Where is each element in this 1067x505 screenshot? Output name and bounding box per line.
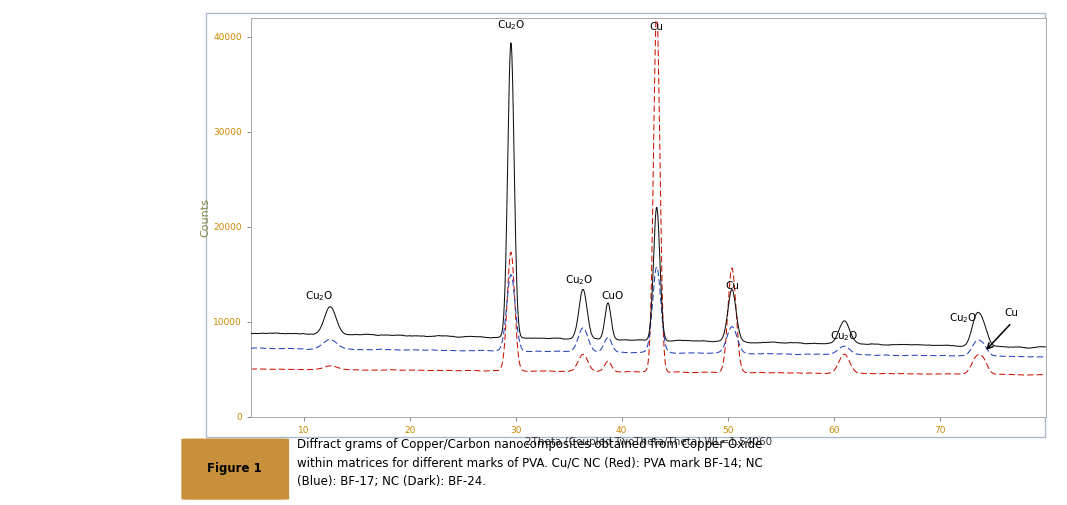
Text: CuO: CuO <box>601 291 623 301</box>
FancyBboxPatch shape <box>181 438 289 500</box>
Text: Cu$_2$O: Cu$_2$O <box>305 289 334 302</box>
Text: Cu$_2$O: Cu$_2$O <box>949 312 977 325</box>
X-axis label: 2Theta (Coupled TwoTheta/Theta) WL=1.54060: 2Theta (Coupled TwoTheta/Theta) WL=1.540… <box>525 437 771 447</box>
Text: Cu$_2$O: Cu$_2$O <box>830 329 859 342</box>
Text: Cu: Cu <box>1005 308 1019 318</box>
Text: Cu$_2$O: Cu$_2$O <box>497 18 525 32</box>
Text: Diffract grams of Copper/Carbon nanocomposites obtained from Copper Oxide
within: Diffract grams of Copper/Carbon nanocomp… <box>297 438 763 488</box>
FancyBboxPatch shape <box>206 13 1045 437</box>
Text: Figure 1: Figure 1 <box>207 462 262 475</box>
Y-axis label: Counts: Counts <box>201 198 210 236</box>
Text: Cu$_2$O: Cu$_2$O <box>566 274 593 287</box>
Text: Cu: Cu <box>650 22 664 32</box>
Text: Cu: Cu <box>724 281 739 291</box>
